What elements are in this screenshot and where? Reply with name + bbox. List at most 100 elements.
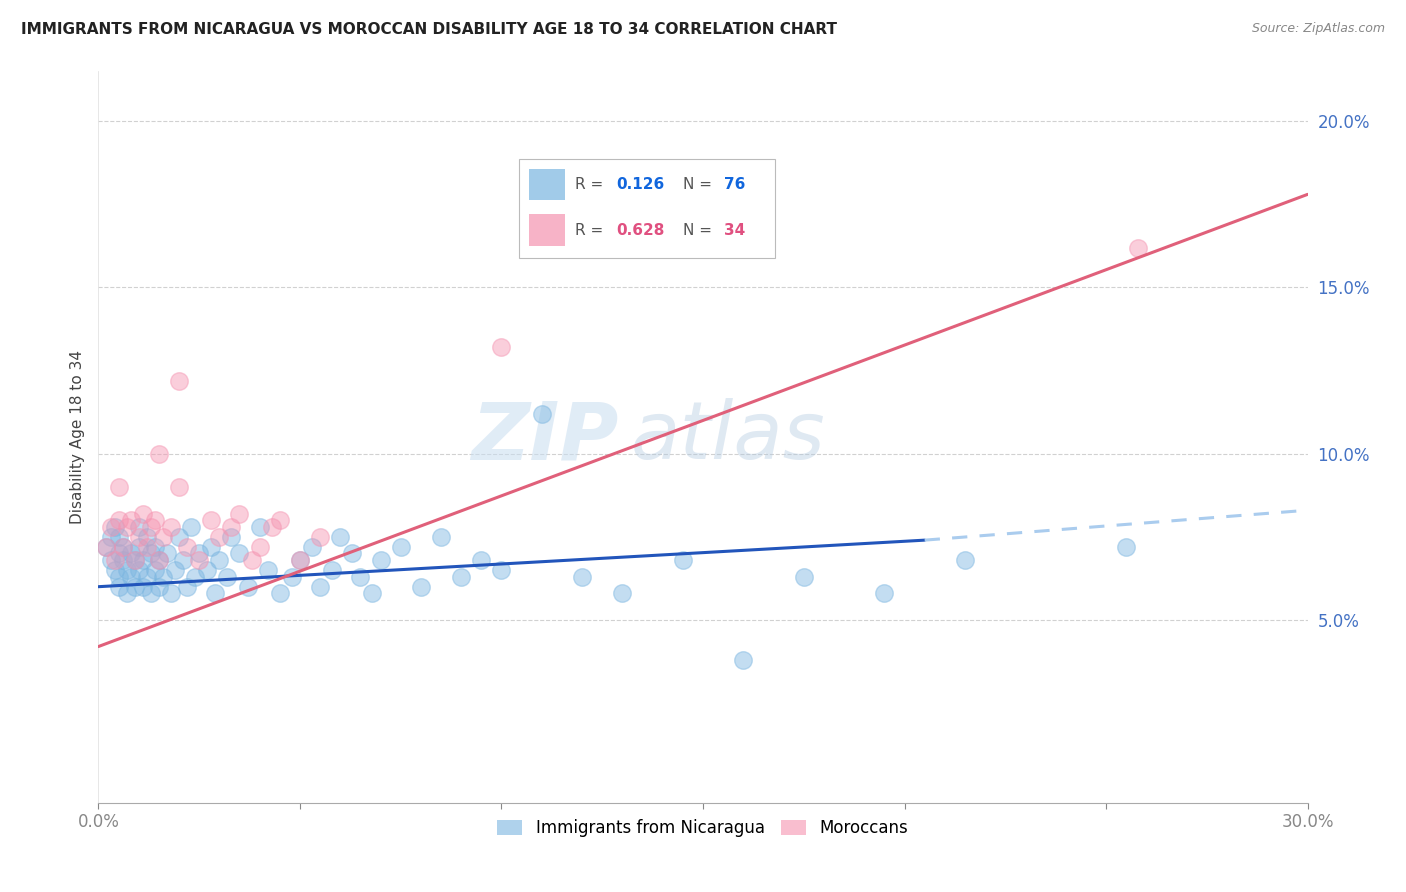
Text: 34: 34	[724, 223, 745, 238]
Point	[152, 570, 174, 584]
Point	[349, 570, 371, 584]
Point	[96, 540, 118, 554]
Point	[167, 374, 190, 388]
Point	[342, 546, 364, 560]
Point	[115, 563, 138, 577]
Point	[188, 546, 211, 560]
Point	[953, 553, 976, 567]
Point	[288, 553, 311, 567]
Point	[217, 570, 239, 584]
Point	[167, 480, 190, 494]
Point	[236, 580, 259, 594]
Point	[128, 540, 150, 554]
Point	[148, 580, 170, 594]
Point	[111, 540, 134, 554]
Point	[269, 513, 291, 527]
Text: Source: ZipAtlas.com: Source: ZipAtlas.com	[1251, 22, 1385, 36]
Point	[309, 530, 332, 544]
Point	[103, 563, 125, 577]
Point	[491, 563, 513, 577]
Point	[139, 520, 162, 534]
Text: R =: R =	[575, 223, 609, 238]
Text: IMMIGRANTS FROM NICARAGUA VS MOROCCAN DISABILITY AGE 18 TO 34 CORRELATION CHART: IMMIGRANTS FROM NICARAGUA VS MOROCCAN DI…	[21, 22, 837, 37]
Point	[281, 570, 304, 584]
Point	[124, 580, 146, 594]
Point	[188, 553, 211, 567]
Point	[180, 520, 202, 534]
Point	[139, 546, 162, 560]
Point	[143, 540, 166, 554]
Point	[793, 570, 815, 584]
Point	[321, 563, 343, 577]
Point	[1128, 241, 1150, 255]
Text: N =: N =	[683, 177, 717, 192]
Point	[156, 546, 179, 560]
Text: 76: 76	[724, 177, 745, 192]
Point	[143, 513, 166, 527]
Text: 0.628: 0.628	[616, 223, 665, 238]
Point	[160, 586, 183, 600]
Point	[269, 586, 291, 600]
Point	[329, 530, 352, 544]
Point	[124, 553, 146, 567]
Point	[176, 580, 198, 594]
Point	[132, 507, 155, 521]
Point	[115, 520, 138, 534]
Point	[873, 586, 896, 600]
Point	[135, 530, 157, 544]
Point	[111, 540, 134, 554]
Point	[309, 580, 332, 594]
Point	[128, 520, 150, 534]
Point	[148, 447, 170, 461]
Point	[128, 530, 150, 544]
Point	[107, 513, 129, 527]
Point	[228, 507, 250, 521]
Point	[208, 530, 231, 544]
Point	[1115, 540, 1137, 554]
Point	[301, 540, 323, 554]
Point	[200, 540, 222, 554]
Point	[107, 530, 129, 544]
Point	[107, 580, 129, 594]
Point	[389, 540, 412, 554]
Text: 0.126: 0.126	[616, 177, 665, 192]
Point	[120, 513, 142, 527]
Point	[107, 480, 129, 494]
Text: R =: R =	[575, 177, 609, 192]
Point	[256, 563, 278, 577]
Point	[204, 586, 226, 600]
Point	[249, 540, 271, 554]
Point	[111, 553, 134, 567]
Point	[450, 570, 472, 584]
Point	[148, 553, 170, 567]
Point	[124, 553, 146, 567]
Text: N =: N =	[683, 223, 717, 238]
Point	[491, 340, 513, 354]
Point	[120, 570, 142, 584]
Point	[176, 540, 198, 554]
Point	[571, 570, 593, 584]
Point	[530, 407, 553, 421]
Point	[167, 530, 190, 544]
Point	[148, 553, 170, 567]
Text: atlas: atlas	[630, 398, 825, 476]
Point	[240, 553, 263, 567]
Legend: Immigrants from Nicaragua, Moroccans: Immigrants from Nicaragua, Moroccans	[489, 811, 917, 846]
Point	[470, 553, 492, 567]
Point	[195, 563, 218, 577]
Point	[409, 580, 432, 594]
Point	[100, 530, 122, 544]
Point	[221, 530, 243, 544]
Point	[135, 540, 157, 554]
Point	[139, 586, 162, 600]
Point	[361, 586, 384, 600]
Point	[100, 553, 122, 567]
Point	[228, 546, 250, 560]
Point	[132, 580, 155, 594]
Point	[249, 520, 271, 534]
Point	[96, 540, 118, 554]
Point	[200, 513, 222, 527]
Point	[221, 520, 243, 534]
Text: ZIP: ZIP	[471, 398, 619, 476]
Point	[733, 653, 755, 667]
